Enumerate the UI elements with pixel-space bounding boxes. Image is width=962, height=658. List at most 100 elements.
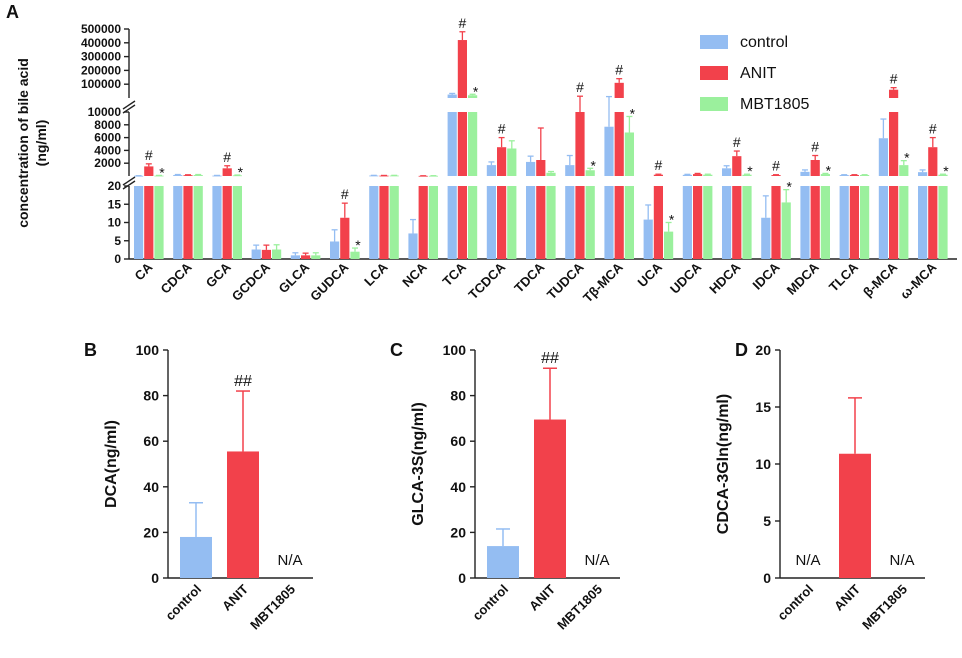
- panel-a-bar-anit: [928, 186, 938, 259]
- panel-a-bar-anit: [849, 186, 859, 259]
- panel-d-letter: D: [735, 340, 748, 360]
- panel-b-letter: B: [84, 340, 97, 360]
- panel-a-bar-control: [839, 186, 849, 259]
- panel-a-y-axis-title-line: (ng/ml): [33, 120, 49, 167]
- panel-a-category-label: TDCA: [511, 259, 548, 296]
- panel-a-bar-anit: [810, 160, 820, 176]
- panel-a-legend-swatch: [700, 35, 728, 49]
- panel-a-category-label: β-MCA: [860, 259, 901, 300]
- panel-a-bar-mbt1805: [899, 186, 909, 259]
- panel-a-bar-anit: [457, 112, 467, 176]
- panel-a-category-label: UDCA: [667, 259, 705, 297]
- panel-b-y-tick-label: 80: [143, 388, 159, 404]
- panel-a-bar-anit: [222, 186, 232, 259]
- panel-a-bar-anit: [810, 186, 820, 259]
- panel-a-category-label: TCDCA: [465, 259, 508, 302]
- panel-a-bar-mbt1805: [781, 202, 791, 259]
- panel-a-bar-anit: [222, 168, 232, 176]
- panel-a-axis-break-mark: [122, 100, 136, 114]
- panel-d-y-tick-label: 15: [755, 399, 771, 415]
- panel-a-bar-mbt1805: [938, 186, 948, 259]
- panel-c-y-tick-label: 0: [458, 570, 466, 586]
- panel-a-y-tick-label: 10: [108, 216, 122, 230]
- panel-a-bar-mbt1805: [311, 255, 321, 259]
- panel-a-bar-mbt1805: [507, 148, 517, 176]
- panel-d-category-label: control: [774, 582, 816, 624]
- panel-a-category-label: GLCA: [276, 259, 313, 296]
- panel-a-y-axis-title-line: concentration of bile acid: [15, 58, 31, 228]
- panel-a-category-label: GCDCA: [229, 259, 274, 304]
- panel-a-bar-mbt1805: [585, 170, 595, 176]
- panel-a-bar-mbt1805: [193, 175, 203, 176]
- panel-b-y-tick-label: 60: [143, 433, 159, 449]
- panel-b-na-label: N/A: [277, 552, 302, 569]
- panel-a-bar-mbt1805: [193, 186, 203, 259]
- panel-a-significance-mark: *: [630, 105, 636, 121]
- panel-a-bar-control: [643, 219, 653, 259]
- panel-a-bar-control: [486, 186, 496, 259]
- panel-a-bar-anit: [928, 147, 938, 176]
- panel-a-bar-mbt1805: [154, 186, 164, 259]
- panel-c-letter: C: [390, 340, 403, 360]
- panel-b-category-label: MBT1805: [247, 582, 298, 633]
- panel-a-bar-anit: [379, 186, 389, 259]
- panel-d-category-label: MBT1805: [859, 582, 910, 633]
- panel-d-y-tick-label: 5: [763, 513, 771, 529]
- panel-a-bar-mbt1805: [624, 186, 634, 259]
- panel-a-significance-mark: #: [459, 15, 467, 31]
- panel-a-y-tick-label: 4000: [94, 143, 121, 157]
- panel-a-bar-mbt1805: [860, 186, 870, 259]
- panel-a-bar-mbt1805: [703, 186, 713, 259]
- panel-a-significance-mark: #: [772, 158, 780, 174]
- panel-a-significance-mark: *: [473, 83, 479, 99]
- panel-c-y-tick-label: 60: [450, 433, 466, 449]
- panel-a-bar-control: [565, 186, 575, 259]
- panel-d-y-tick-label: 20: [755, 342, 771, 358]
- panel-a-significance-mark: #: [145, 147, 153, 163]
- panel-a-bar-mbt1805: [664, 231, 674, 259]
- panel-a-bar-mbt1805: [860, 175, 870, 176]
- panel-a-bar-anit: [889, 186, 899, 259]
- panel-a-bar-anit: [614, 186, 624, 259]
- panel-a-bar-anit: [849, 175, 859, 176]
- panel-a-bar-anit: [457, 186, 467, 259]
- panel-a-significance-mark: *: [904, 150, 910, 166]
- panel-a-y-tick-label: 8000: [94, 118, 121, 132]
- panel-a-bar-mbt1805: [742, 186, 752, 259]
- panel-a-bar-anit: [379, 175, 389, 177]
- panel-a-letter: A: [6, 2, 19, 22]
- panel-a-category-label: ω-MCA: [897, 259, 940, 302]
- panel-a-legend-label: MBT1805: [740, 96, 809, 113]
- panel-a-bar-anit: [693, 174, 703, 176]
- panel-a-bar-anit: [889, 89, 899, 98]
- panel-a-bar-control: [330, 241, 340, 259]
- panel-a-bar-anit: [144, 166, 154, 176]
- panel-a-significance-mark: *: [747, 163, 753, 179]
- panel-a-significance-mark: *: [159, 164, 165, 180]
- panel-c-category-label: MBT1805: [554, 582, 605, 633]
- panel-a-category-label: Tβ-MCA: [580, 259, 626, 305]
- panel-c-y-tick-label: 80: [450, 388, 466, 404]
- panel-a-y-axis-title: concentration of bile acid (ng/ml): [15, 58, 49, 228]
- panel-a-bar-anit: [418, 175, 428, 177]
- panel-b-category-label: control: [162, 582, 204, 624]
- panel-a-significance-mark: *: [826, 162, 832, 178]
- panel-c-bar-control: [487, 546, 519, 578]
- panel-a-bar-mbt1805: [428, 175, 438, 177]
- panel-a-bar-control: [134, 186, 144, 259]
- panel-a-bar-anit: [653, 174, 663, 176]
- panel-c-y-tick-label: 40: [450, 479, 466, 495]
- panel-a-y-tick-label: 5: [114, 234, 121, 248]
- panel-a-significance-mark: #: [498, 121, 506, 137]
- panel-a-significance-mark: #: [615, 62, 623, 78]
- panel-a-bar-control: [918, 172, 928, 176]
- panel-a-category-label: CDCA: [157, 259, 195, 297]
- panel-a-category-label: MDCA: [784, 259, 823, 298]
- panel-d-category-label: ANIT: [831, 581, 863, 613]
- panel-a-category-label: IDCA: [750, 259, 784, 293]
- panel-a-y-tick-label: 2000: [94, 156, 121, 170]
- panel-d-bar-anit: [839, 453, 871, 578]
- panel-b-y-tick-label: 0: [151, 570, 159, 586]
- panel-a-y-tick-label: 200000: [81, 63, 121, 77]
